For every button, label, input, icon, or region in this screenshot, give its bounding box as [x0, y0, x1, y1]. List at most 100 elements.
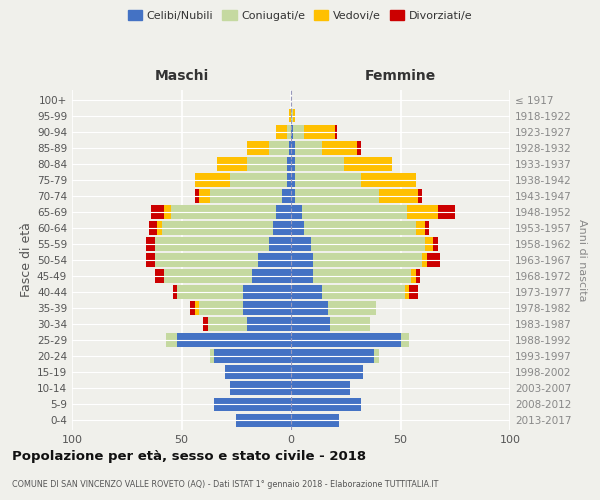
Bar [247, 157, 287, 170]
Bar [295, 141, 322, 154]
Bar [258, 253, 291, 267]
Bar [226, 366, 291, 379]
Bar [214, 350, 291, 363]
Bar [291, 205, 302, 218]
Bar [208, 318, 247, 331]
Bar [289, 141, 291, 154]
Bar [291, 253, 313, 267]
Bar [146, 253, 155, 267]
Bar [291, 286, 322, 299]
Bar [361, 173, 416, 186]
Bar [173, 286, 177, 299]
Bar [418, 189, 422, 202]
Bar [291, 398, 361, 411]
Bar [199, 189, 210, 202]
Bar [291, 382, 350, 395]
Bar [247, 141, 269, 154]
Bar [162, 221, 274, 234]
Bar [177, 334, 291, 347]
Bar [291, 350, 374, 363]
Bar [164, 269, 251, 283]
Text: Popolazione per età, sesso e stato civile - 2018: Popolazione per età, sesso e stato civil… [12, 450, 366, 463]
Bar [149, 221, 157, 234]
Bar [214, 398, 291, 411]
Bar [425, 237, 433, 251]
Bar [291, 109, 293, 122]
Bar [374, 350, 379, 363]
Legend: Celibi/Nubili, Coniugati/e, Vedovi/e, Divorziati/e: Celibi/Nubili, Coniugati/e, Vedovi/e, Di… [124, 6, 476, 25]
Bar [416, 221, 425, 234]
Bar [146, 237, 155, 251]
Bar [155, 237, 269, 251]
Bar [230, 382, 291, 395]
Text: COMUNE DI SAN VINCENZO VALLE ROVETO (AQ) - Dati ISTAT 1° gennaio 2018 - Elaboraz: COMUNE DI SAN VINCENZO VALLE ROVETO (AQ)… [12, 480, 439, 489]
Bar [433, 237, 438, 251]
Bar [275, 205, 291, 218]
Bar [407, 205, 438, 218]
Bar [166, 334, 177, 347]
Bar [293, 125, 304, 138]
Bar [311, 237, 425, 251]
Bar [401, 334, 409, 347]
Bar [302, 205, 407, 218]
Bar [164, 205, 170, 218]
Bar [203, 318, 208, 331]
Bar [291, 221, 304, 234]
Bar [177, 286, 243, 299]
Bar [313, 269, 412, 283]
Bar [412, 269, 416, 283]
Bar [291, 318, 331, 331]
Bar [287, 173, 291, 186]
Bar [291, 414, 339, 427]
Bar [335, 125, 337, 138]
Bar [291, 157, 295, 170]
Bar [217, 157, 247, 170]
Bar [275, 125, 287, 138]
Bar [291, 189, 295, 202]
Bar [291, 173, 295, 186]
Bar [379, 189, 418, 202]
Bar [344, 157, 392, 170]
Bar [322, 286, 405, 299]
Bar [194, 173, 230, 186]
Bar [405, 286, 409, 299]
Bar [331, 318, 370, 331]
Bar [322, 141, 357, 154]
Bar [194, 189, 199, 202]
Bar [304, 221, 416, 234]
Bar [427, 253, 440, 267]
Bar [251, 269, 291, 283]
Bar [291, 334, 401, 347]
Bar [210, 350, 214, 363]
Bar [194, 302, 199, 315]
Bar [291, 237, 311, 251]
Bar [425, 221, 429, 234]
Bar [155, 253, 258, 267]
Bar [230, 173, 287, 186]
Bar [356, 141, 361, 154]
Bar [291, 269, 313, 283]
Bar [210, 189, 282, 202]
Y-axis label: Anni di nascita: Anni di nascita [577, 219, 587, 301]
Bar [155, 269, 164, 283]
Bar [151, 205, 164, 218]
Bar [269, 237, 291, 251]
Bar [243, 302, 291, 315]
Bar [291, 302, 328, 315]
Bar [269, 141, 289, 154]
Y-axis label: Fasce di età: Fasce di età [20, 222, 33, 298]
Bar [190, 302, 194, 315]
Bar [422, 253, 427, 267]
Bar [313, 253, 422, 267]
Bar [157, 221, 162, 234]
Bar [295, 189, 379, 202]
Text: Maschi: Maschi [154, 69, 209, 83]
Bar [295, 157, 344, 170]
Bar [293, 109, 295, 122]
Bar [295, 173, 361, 186]
Bar [409, 286, 418, 299]
Bar [287, 125, 291, 138]
Bar [304, 125, 335, 138]
Bar [291, 141, 295, 154]
Bar [289, 109, 291, 122]
